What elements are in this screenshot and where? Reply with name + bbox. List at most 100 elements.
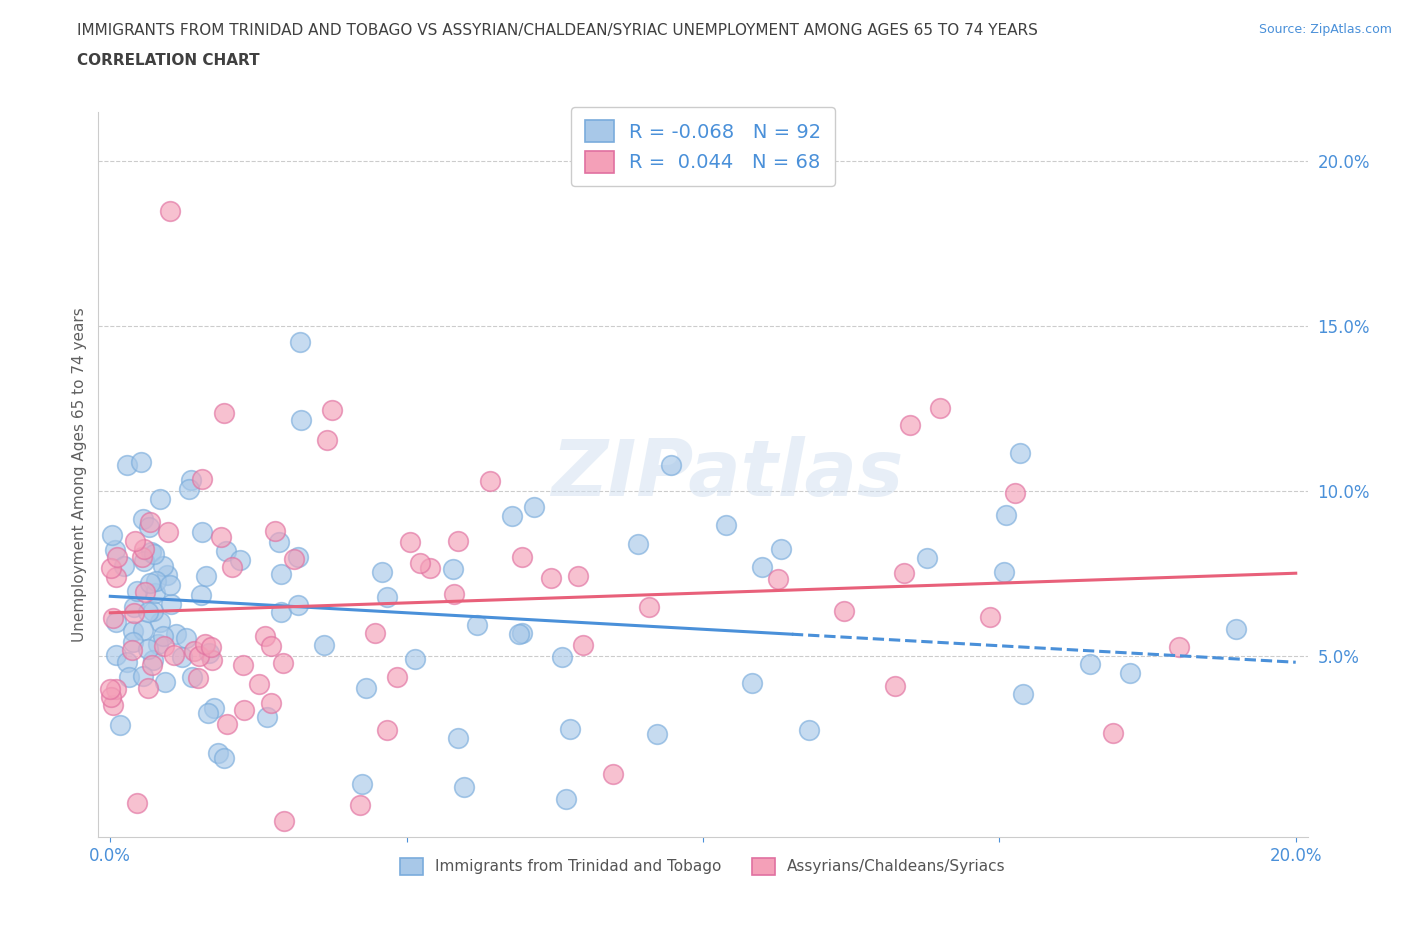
Point (232, 658, 254, 672)
Point (195, 569, 218, 584)
Point (104, 647, 127, 662)
Point (122, 634, 145, 649)
Point (769, 541, 792, 556)
Point (716, 518, 738, 533)
Point (148, 636, 170, 651)
Point (385, 670, 408, 684)
Point (141, 545, 163, 560)
Point (900, 418, 922, 432)
Point (131, 550, 153, 565)
Point (550, 650, 572, 665)
Point (187, 648, 209, 663)
Point (751, 560, 773, 575)
Point (156, 568, 179, 583)
Point (321, 402, 343, 417)
Point (134, 585, 156, 600)
Point (145, 574, 167, 589)
Point (893, 565, 915, 580)
Point (110, 718, 132, 733)
Point (883, 679, 905, 694)
Point (125, 796, 148, 811)
Point (200, 653, 222, 668)
Point (441, 562, 464, 577)
Point (112, 559, 135, 574)
Point (104, 543, 127, 558)
Y-axis label: Unemployment Among Ages 65 to 74 years: Unemployment Among Ages 65 to 74 years (72, 307, 87, 642)
Point (270, 605, 292, 620)
Point (153, 638, 176, 653)
Point (190, 525, 212, 540)
Point (993, 565, 1015, 579)
Point (501, 509, 523, 524)
Point (271, 656, 294, 671)
Point (115, 458, 138, 472)
Point (143, 546, 166, 561)
Point (799, 723, 821, 737)
Text: CORRELATION CHART: CORRELATION CHART (77, 53, 260, 68)
Point (288, 335, 311, 350)
Point (138, 519, 160, 534)
Point (125, 584, 148, 599)
Point (198, 645, 221, 660)
Point (157, 525, 180, 539)
Point (142, 652, 165, 667)
Point (105, 550, 128, 565)
Point (176, 631, 198, 645)
Point (180, 472, 202, 487)
Point (915, 551, 938, 565)
Point (233, 702, 256, 717)
Point (409, 556, 432, 571)
Point (1168, 639, 1191, 654)
Point (316, 432, 339, 447)
Point (190, 472, 212, 486)
Point (152, 559, 174, 574)
Point (170, 649, 193, 664)
Point (117, 655, 139, 670)
Point (228, 552, 250, 567)
Point (602, 767, 624, 782)
Point (929, 401, 952, 416)
Point (101, 698, 124, 712)
Point (253, 629, 276, 644)
Point (350, 777, 373, 791)
Point (572, 637, 595, 652)
Point (419, 561, 441, 576)
Point (510, 550, 533, 565)
Point (100, 690, 122, 705)
Point (121, 643, 143, 658)
Point (1004, 485, 1026, 500)
Point (260, 639, 283, 654)
Point (124, 600, 146, 615)
Point (443, 587, 465, 602)
Point (768, 571, 790, 586)
Point (138, 514, 160, 529)
Point (364, 626, 387, 641)
Point (143, 586, 166, 601)
Point (215, 543, 238, 558)
Point (263, 524, 285, 538)
Point (283, 551, 305, 566)
Point (124, 605, 146, 620)
Point (141, 658, 163, 672)
Point (312, 638, 335, 653)
Point (104, 615, 127, 630)
Point (508, 627, 530, 642)
Point (162, 648, 184, 663)
Point (370, 565, 392, 579)
Point (447, 731, 470, 746)
Point (741, 675, 763, 690)
Point (1225, 622, 1247, 637)
Point (260, 696, 283, 711)
Point (523, 499, 546, 514)
Point (132, 622, 155, 637)
Point (995, 507, 1018, 522)
Point (638, 600, 661, 615)
Point (155, 675, 177, 690)
Point (212, 406, 235, 421)
Point (467, 618, 489, 632)
Point (404, 651, 426, 666)
Point (256, 710, 278, 724)
Point (567, 569, 589, 584)
Point (212, 751, 235, 765)
Point (101, 527, 124, 542)
